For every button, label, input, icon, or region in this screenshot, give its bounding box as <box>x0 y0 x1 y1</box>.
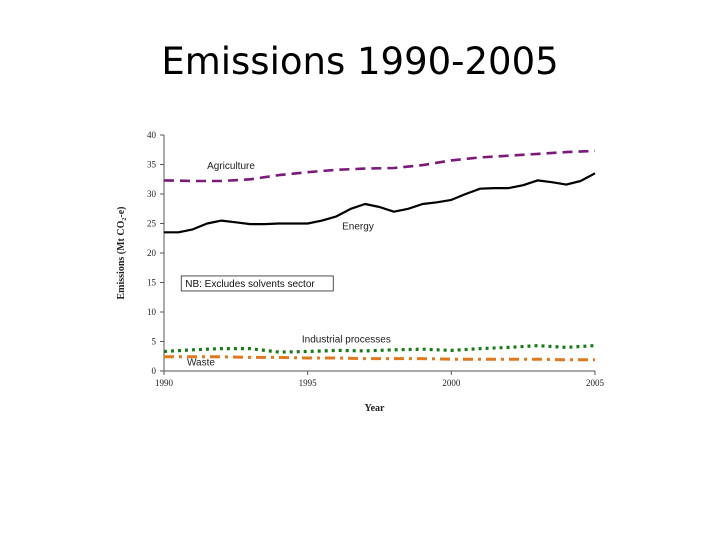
series-line-energy <box>164 172 596 234</box>
chart-series <box>163 149 596 362</box>
series-label-agriculture: Agriculture <box>207 161 255 172</box>
series-line-agriculture <box>163 149 596 183</box>
y-tick-label: 35 <box>147 160 157 170</box>
y-axis-title: Emissions (Mt CO₂-e) <box>116 207 127 300</box>
note-text: NB: Excludes solvents sector <box>185 279 315 290</box>
slide-title: Emissions 1990-2005 <box>161 40 559 83</box>
note-box <box>180 275 334 292</box>
series-line-waste <box>164 355 595 362</box>
series-line-industrial-processes <box>163 344 596 354</box>
y-tick-label: 40 <box>147 130 157 140</box>
y-tick-label: 25 <box>147 219 157 229</box>
chart-labels: Agriculture Energy Industrial processes Was… <box>180 161 391 369</box>
chart-axes: 0 5 10 15 20 25 30 35 40 1990 1995 2000 2005 Year Emis… <box>116 130 605 414</box>
y-tick-label: 10 <box>147 307 157 317</box>
series-label-energy: Energy <box>342 221 374 232</box>
x-tick-label: 1995 <box>299 378 318 388</box>
y-tick-label: 5 <box>152 337 157 347</box>
y-tick-label: 30 <box>147 189 157 199</box>
series-label-industrial-processes: Industrial processes <box>302 335 391 346</box>
x-tick-label: 2000 <box>442 378 461 388</box>
y-tick-label: 15 <box>147 278 157 288</box>
x-tick-label: 1990 <box>155 378 174 388</box>
x-axis-title: Year <box>365 403 386 414</box>
y-tick-label: 0 <box>152 366 157 376</box>
series-label-waste: Waste <box>187 358 215 369</box>
y-tick-label: 20 <box>147 248 157 258</box>
x-tick-label: 2005 <box>586 378 605 388</box>
